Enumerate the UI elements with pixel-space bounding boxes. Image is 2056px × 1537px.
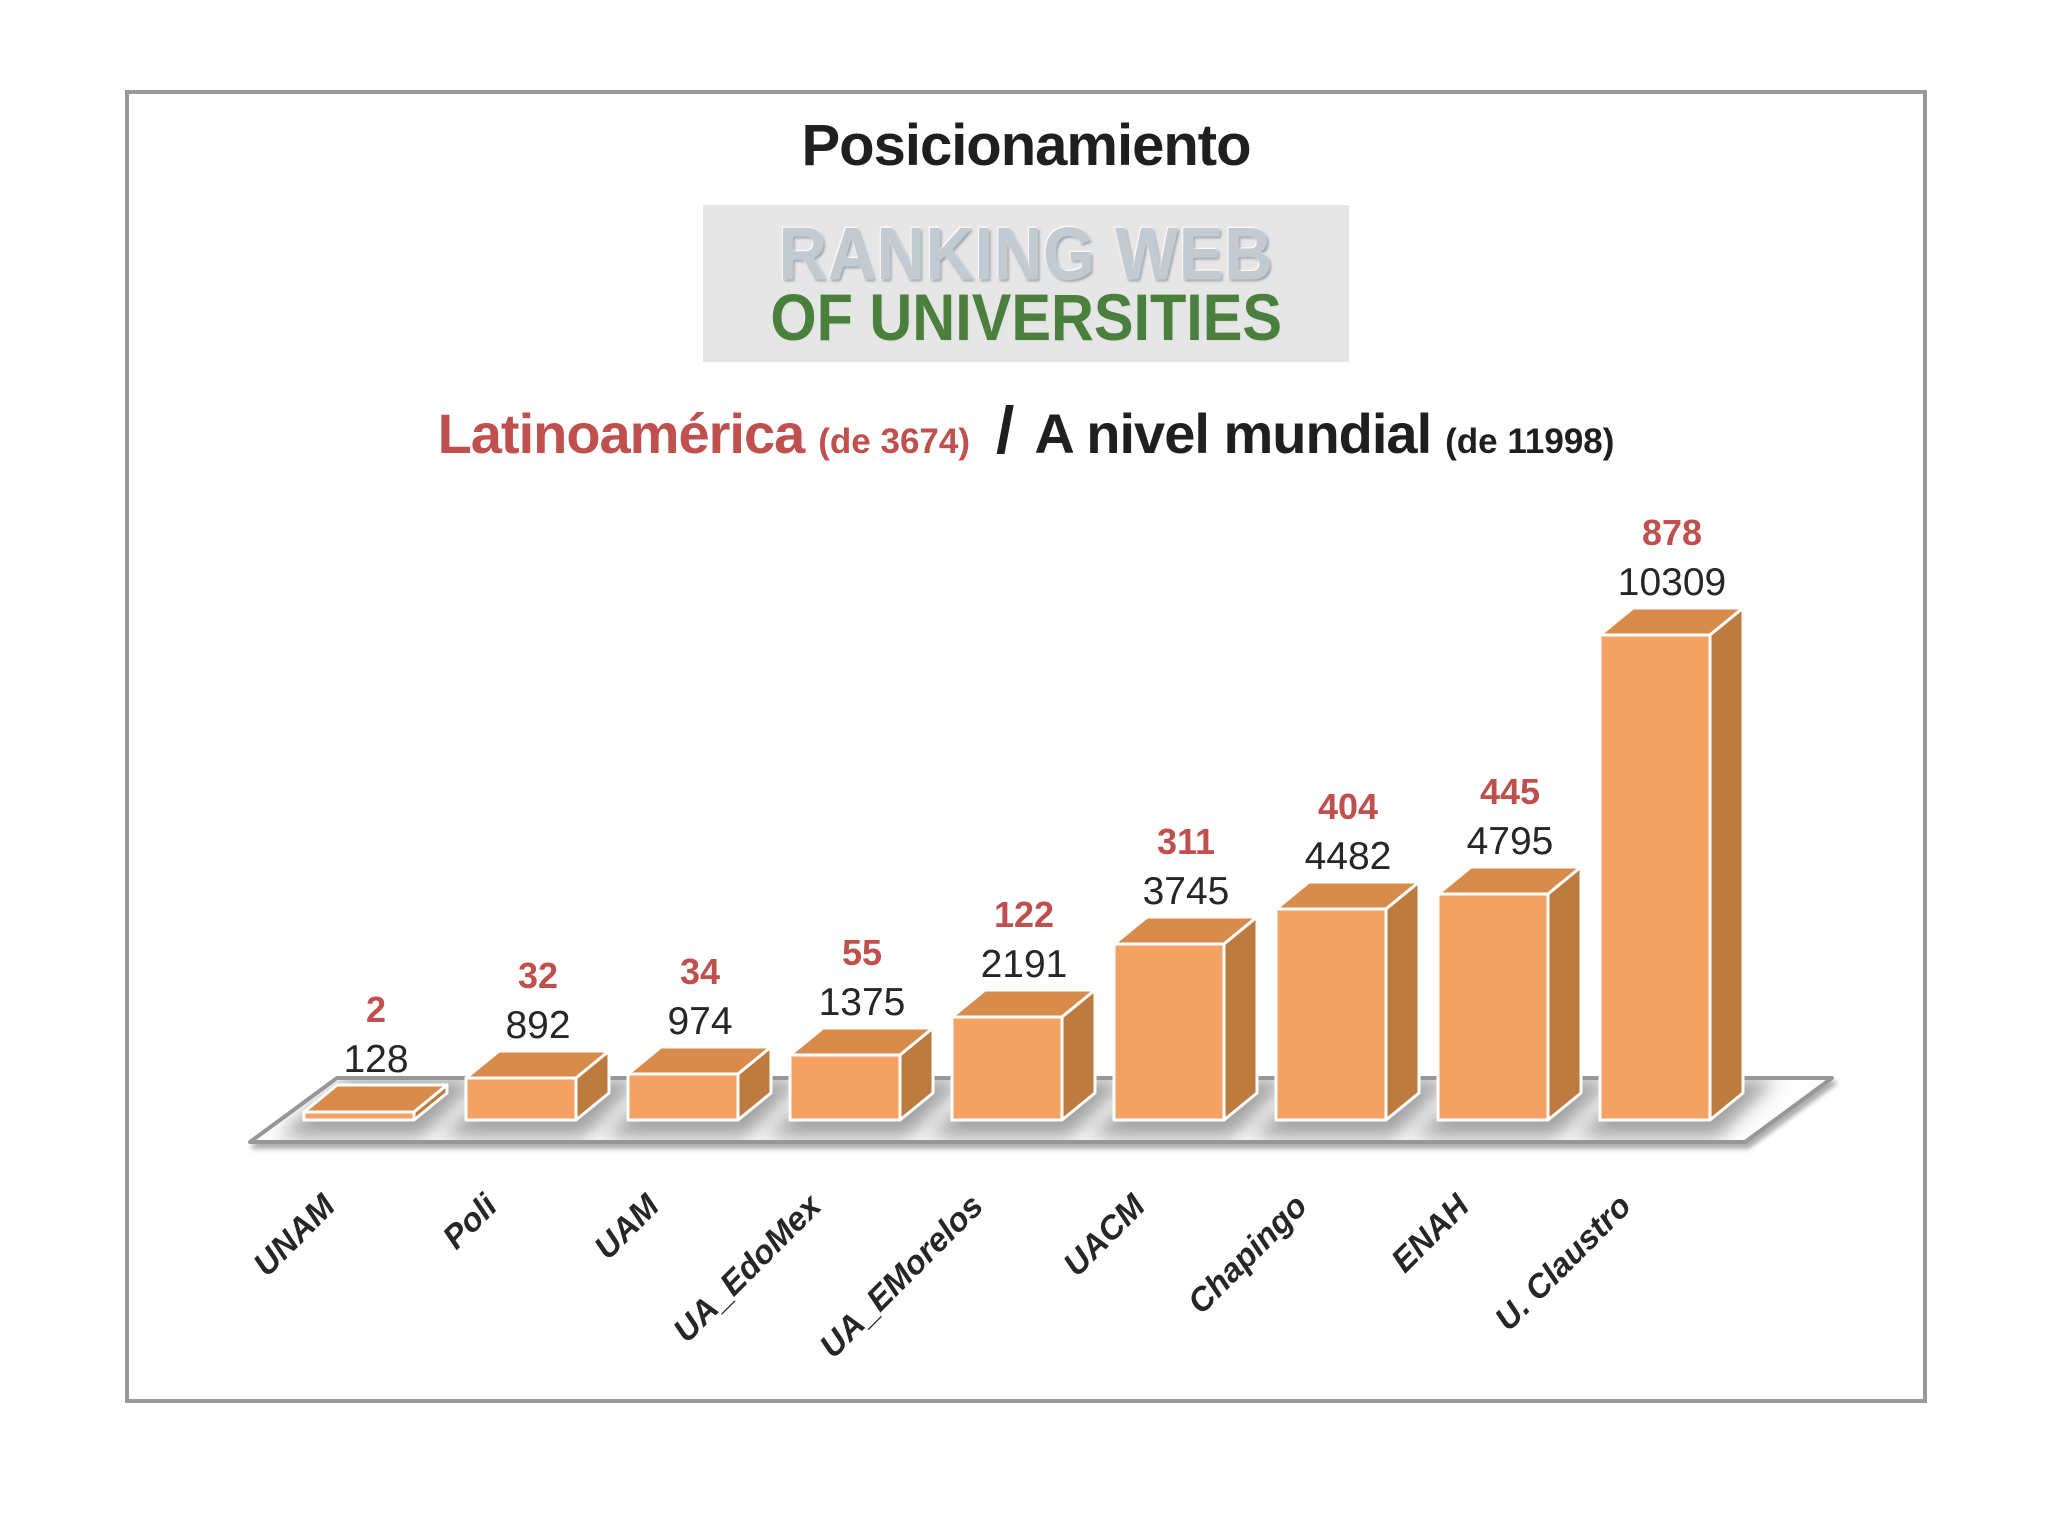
category-label: ENAH (1384, 1186, 1477, 1279)
bar-front-face (950, 1015, 1064, 1122)
latam-rank-label: 34 (680, 951, 720, 992)
latam-rank-label: 878 (1642, 512, 1702, 553)
category-label: UNAM (246, 1186, 343, 1283)
category-label: Poli (435, 1186, 505, 1256)
latam-rank-label: 404 (1318, 786, 1378, 827)
chart-legend-subtitle: Latinoamérica (de 3674) / A nivel mundia… (125, 392, 1927, 468)
bar-front-face (1112, 942, 1226, 1122)
world-rank-label: 974 (667, 1000, 732, 1043)
bar-side-face (1708, 606, 1745, 1122)
world-rank-label: 128 (343, 1038, 408, 1081)
world-rank-label: 4482 (1305, 835, 1392, 878)
latam-rank-label: 122 (994, 894, 1054, 935)
bar-front-face (1274, 907, 1388, 1122)
bar-side-face (1384, 880, 1421, 1122)
world-rank-label: 892 (505, 1004, 570, 1047)
world-rank-label: 3745 (1143, 870, 1230, 913)
logo-line-of-universities: OF UNIVERSITIES (770, 279, 1282, 354)
world-rank-label: 10309 (1618, 561, 1726, 604)
ranking-web-logo: RANKING WEB OF UNIVERSITIES (703, 205, 1349, 362)
category-label: UAM (587, 1186, 667, 1266)
bar-front-face (1436, 892, 1550, 1122)
latam-rank-label: 32 (518, 955, 558, 996)
world-rank-label: 2191 (981, 943, 1068, 986)
bar-front-face (626, 1072, 740, 1122)
bar-front-face (302, 1110, 416, 1122)
bar-side-face (1546, 865, 1583, 1122)
bar-front-face (464, 1076, 578, 1122)
bar-front-face (788, 1053, 902, 1122)
latam-rank-label: 311 (1157, 821, 1215, 862)
category-label: UACM (1056, 1186, 1153, 1283)
world-rank-label: 1375 (819, 981, 906, 1024)
latam-rank-label: 2 (366, 989, 386, 1030)
bar-group-poli: 892 32 Poli (435, 955, 611, 1256)
bar-side-face (1222, 915, 1259, 1122)
category-label: Chapingo (1180, 1187, 1314, 1321)
legend-separator: / (996, 393, 1015, 467)
logo-line-ranking-web: RANKING WEB (778, 211, 1274, 295)
legend-world-label: A nivel mundial (1034, 402, 1432, 465)
legend-latam-label: Latinoamérica (437, 402, 806, 465)
world-rank-label: 4795 (1467, 820, 1554, 863)
category-label: UA_EMorelos (812, 1187, 990, 1365)
bar-group-u-claustro: 10309 878 U. Claustro (1487, 512, 1745, 1338)
page-title: Posicionamiento (801, 113, 1251, 178)
latam-rank-label: 445 (1480, 771, 1540, 812)
legend-world-total: (de 11998) (1445, 422, 1615, 461)
category-label: U. Claustro (1487, 1187, 1638, 1338)
category-label: UA_EdoMex (666, 1186, 829, 1349)
latam-rank-label: 55 (842, 932, 882, 973)
legend-latam-total: (de 3674) (818, 422, 971, 461)
bar-front-face (1598, 633, 1712, 1122)
